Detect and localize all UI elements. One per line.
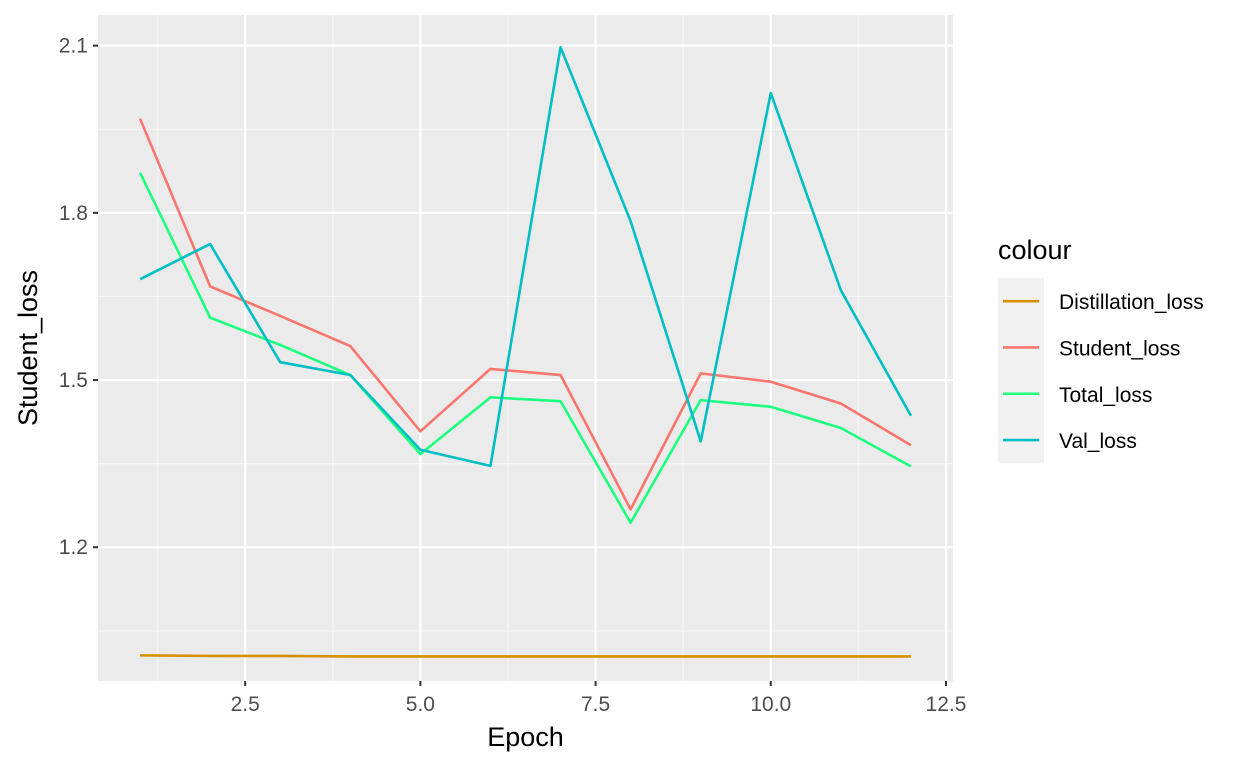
legend-label: Student_loss xyxy=(1059,337,1180,360)
legend: colour Distillation_loss Student_loss Total… xyxy=(998,235,1204,464)
series-line-student-loss xyxy=(138,118,912,511)
series-line-val-loss xyxy=(139,46,913,468)
series-line-distillation-loss xyxy=(140,654,911,658)
legend-title: colour xyxy=(998,235,1072,265)
y-tick-label: 1.2 xyxy=(59,536,88,559)
x-axis-title: Epoch xyxy=(487,722,564,752)
legend-label: Distillation_loss xyxy=(1059,291,1204,314)
y-tick-label: 1.5 xyxy=(59,369,88,392)
legend-item: Student_loss xyxy=(998,324,1180,371)
x-tick-label: 7.5 xyxy=(581,693,610,716)
legend-label: Total_loss xyxy=(1059,384,1152,407)
legend-label: Val_loss xyxy=(1059,430,1137,453)
legend-item: Val_loss xyxy=(998,416,1137,464)
x-tick-label: 10.0 xyxy=(750,693,791,716)
y-tick-label: 2.1 xyxy=(59,35,88,58)
x-tick-label: 2.5 xyxy=(231,693,260,716)
legend-item: Distillation_loss xyxy=(998,278,1204,325)
y-tick-label: 1.8 xyxy=(59,202,88,225)
legend-item: Total_loss xyxy=(998,370,1152,417)
x-tick-label: 12.5 xyxy=(926,693,967,716)
plot-panel xyxy=(98,15,953,681)
y-axis-title: Student_loss xyxy=(13,270,43,426)
x-tick-label: 5.0 xyxy=(406,693,435,716)
